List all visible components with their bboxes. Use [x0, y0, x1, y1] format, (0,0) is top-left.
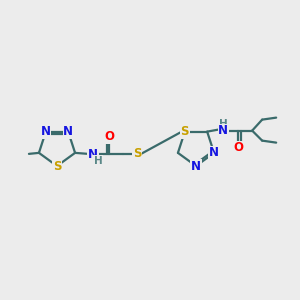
- Text: S: S: [181, 125, 189, 138]
- Text: N: N: [88, 148, 98, 161]
- Text: H: H: [219, 118, 227, 129]
- Text: S: S: [53, 160, 61, 172]
- Text: N: N: [191, 160, 201, 172]
- Text: N: N: [41, 125, 51, 138]
- Text: N: N: [218, 124, 228, 137]
- Text: N: N: [63, 125, 73, 138]
- Text: S: S: [133, 147, 141, 161]
- Text: O: O: [233, 141, 243, 154]
- Text: H: H: [94, 156, 102, 166]
- Text: N: N: [209, 146, 219, 159]
- Text: O: O: [104, 130, 114, 143]
